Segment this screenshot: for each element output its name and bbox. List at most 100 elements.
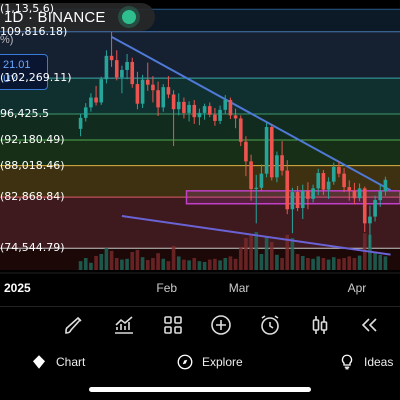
volume-bar xyxy=(187,260,191,270)
symbol-label: 1D · BINANCE xyxy=(4,8,106,26)
time-axis-label: 2025 xyxy=(4,281,31,295)
fib-label: (1,13,5.6) xyxy=(0,2,55,16)
candle-body xyxy=(347,187,352,191)
candle-body xyxy=(202,106,207,113)
volume-bar xyxy=(192,258,197,270)
volume-bar xyxy=(176,256,181,270)
replay-icon[interactable] xyxy=(357,313,385,341)
candle-body xyxy=(295,192,300,209)
drawing-toolbar xyxy=(0,306,400,347)
candle-body xyxy=(285,170,290,210)
candle-body xyxy=(171,94,176,110)
candle-body xyxy=(120,69,124,78)
candle-body xyxy=(233,115,238,119)
candle-body xyxy=(254,187,259,189)
candle-body xyxy=(337,166,341,174)
candle-body xyxy=(145,79,150,85)
candle-body xyxy=(99,79,104,103)
layouts-icon[interactable] xyxy=(161,313,189,341)
indicators-icon[interactable] xyxy=(112,313,140,341)
fib-label: (102,269.11) xyxy=(0,71,72,85)
buy-button[interactable]: 21.01 UY xyxy=(0,54,48,90)
volume-bar xyxy=(202,262,207,270)
fib-label: 96,425.5 xyxy=(0,106,49,120)
volume-bar xyxy=(109,250,114,270)
candle-body xyxy=(135,84,140,104)
volume-bar xyxy=(352,258,357,270)
volume-bar xyxy=(275,254,279,270)
add-icon[interactable] xyxy=(209,313,237,341)
symbol-header[interactable]: 1D · BINANCE xyxy=(0,3,155,31)
fib-label: (92,180.49) xyxy=(0,133,65,147)
fib-label: (74,544.79) xyxy=(0,241,65,255)
fib-band xyxy=(0,78,400,114)
volume-bar xyxy=(207,259,212,270)
nav-explore-label: Explore xyxy=(202,355,243,369)
candle-body xyxy=(326,181,331,190)
candle-body xyxy=(192,104,197,118)
volume-bar xyxy=(182,259,186,270)
nav-ideas[interactable]: Ideas xyxy=(338,353,393,371)
volume-bar xyxy=(78,261,83,270)
trend-line xyxy=(111,35,392,192)
fib-band xyxy=(0,140,400,166)
volume-bar xyxy=(383,256,388,270)
candle-body xyxy=(156,90,160,108)
volume-bar xyxy=(378,254,383,270)
candle-body xyxy=(197,112,202,118)
volume-bar xyxy=(140,257,145,270)
volume-bar xyxy=(331,257,336,270)
candle-body xyxy=(321,173,326,190)
volume-bar xyxy=(145,260,150,270)
time-axis-label: Feb xyxy=(156,281,178,295)
candle-body xyxy=(89,97,93,108)
price-chart[interactable] xyxy=(0,0,400,305)
volume-bar xyxy=(259,254,264,270)
volume-bar xyxy=(161,258,166,270)
candle-body xyxy=(238,118,243,142)
volume-bar xyxy=(151,258,155,270)
volume-bar xyxy=(218,260,222,270)
nav-ideas-label: Ideas xyxy=(364,355,394,369)
candle-body xyxy=(249,161,253,189)
volume-bar xyxy=(264,236,269,270)
candle-body xyxy=(244,141,248,162)
candle-body xyxy=(228,100,233,116)
volume-bar xyxy=(223,258,228,270)
candle-body xyxy=(316,173,321,189)
volume-bar xyxy=(337,258,341,270)
alert-clock-icon[interactable] xyxy=(258,313,286,341)
fib-label: 109,816.18) xyxy=(0,24,68,38)
candle-body xyxy=(130,61,135,85)
time-axis-label: Mar xyxy=(228,281,250,295)
volume-bar xyxy=(166,261,171,270)
volume-bar xyxy=(213,258,217,270)
candle-body xyxy=(187,104,191,113)
candle-body xyxy=(109,55,114,61)
volume-bar xyxy=(311,258,315,270)
nav-chart[interactable]: Chart xyxy=(30,353,85,371)
volume-bar xyxy=(342,258,346,270)
candle-body xyxy=(383,179,388,192)
candles-icon[interactable] xyxy=(308,313,336,341)
trend-line xyxy=(121,215,391,256)
candle-body xyxy=(311,188,315,199)
nav-explore[interactable]: Explore xyxy=(176,353,243,371)
brush-icon[interactable] xyxy=(62,313,90,341)
candle-body xyxy=(104,55,109,80)
candle-body xyxy=(83,107,88,118)
buy-price: 21.01 xyxy=(3,59,31,71)
candle-body xyxy=(78,117,83,129)
volume-bar xyxy=(249,234,253,270)
candle-body xyxy=(352,190,357,199)
fib-band xyxy=(0,31,400,79)
candle-body xyxy=(207,106,212,115)
candle-body xyxy=(213,114,217,121)
change-percent: %) xyxy=(0,34,14,46)
volume-bar xyxy=(295,254,300,270)
candle-body xyxy=(269,127,274,178)
candle-body xyxy=(368,216,372,224)
candle-body xyxy=(218,109,222,121)
candle-body xyxy=(176,101,181,110)
nav-chart-label: Chart xyxy=(56,355,86,369)
